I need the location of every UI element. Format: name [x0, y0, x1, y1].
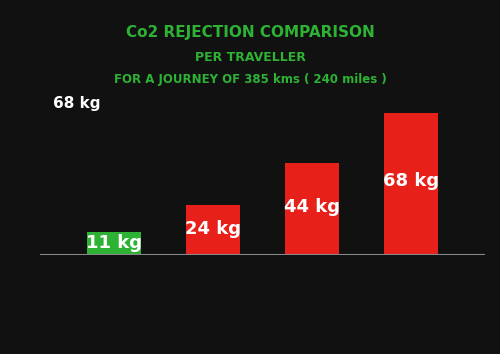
Bar — [186, 205, 240, 255]
Text: PER TRAVELLER: PER TRAVELLER — [194, 51, 306, 64]
Text: 24 kg: 24 kg — [185, 220, 241, 238]
Text: 68 kg: 68 kg — [53, 96, 100, 112]
Text: 68 kg: 68 kg — [383, 172, 439, 190]
Text: Co2 REJECTION COMPARISON: Co2 REJECTION COMPARISON — [126, 25, 374, 40]
Bar — [87, 232, 142, 255]
Text: 11 kg: 11 kg — [86, 234, 142, 252]
Text: 44 kg: 44 kg — [284, 198, 340, 216]
Text: FOR A JOURNEY OF 385 kms ( 240 miles ): FOR A JOURNEY OF 385 kms ( 240 miles ) — [114, 73, 386, 86]
Bar — [285, 163, 339, 255]
Bar — [384, 113, 438, 255]
